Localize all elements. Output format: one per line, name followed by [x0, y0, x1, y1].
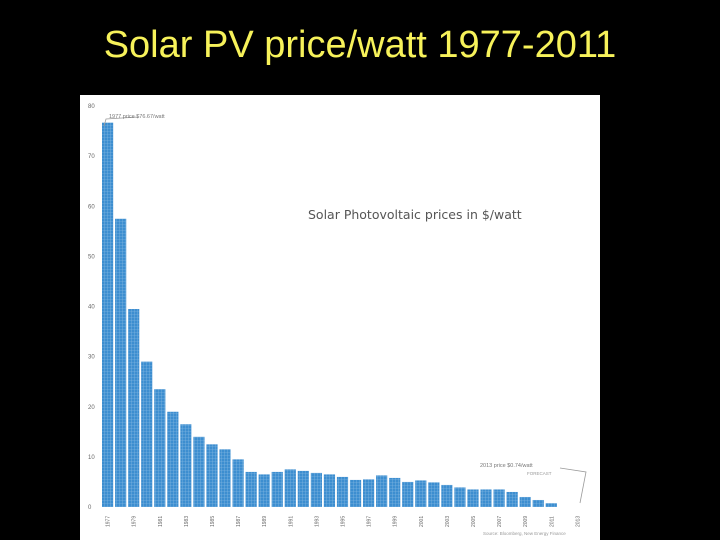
y-tick-label: 70	[88, 154, 95, 160]
source-note: Source: Bloomberg, New Energy Finance	[483, 531, 566, 536]
y-tick-label: 50	[88, 254, 95, 260]
x-tick-label: 1995	[341, 516, 347, 527]
y-axis: 0 10 20 30 40 50 60 70 80	[88, 104, 95, 511]
price-bar-cell-texture	[323, 474, 336, 507]
price-bar-cell-texture	[271, 471, 283, 507]
price-bar-cell-texture	[115, 218, 127, 507]
price-bar-cell-texture	[219, 449, 231, 507]
price-bar-cell-texture	[128, 309, 140, 507]
price-bar-cell-texture	[545, 503, 557, 507]
x-tick-label: 2003	[445, 516, 451, 527]
price-bar-cell-texture	[310, 472, 322, 507]
x-tick-label: 1985	[210, 516, 216, 527]
price-bar-cell-texture	[493, 489, 505, 507]
price-bar-cell-texture	[193, 436, 205, 507]
price-bar-cell-texture	[232, 459, 244, 507]
chart-title: Solar Photovoltaic prices in $/watt	[308, 207, 522, 222]
price-bar-cell-texture	[349, 479, 362, 507]
x-tick-label: 2005	[471, 516, 477, 527]
x-tick-label: 2007	[497, 516, 503, 527]
price-bar-cell-texture	[376, 475, 388, 507]
x-tick-label: 1993	[314, 516, 320, 527]
x-tick-label: 2011	[549, 516, 555, 527]
price-bar-cell-texture	[467, 489, 479, 507]
x-tick-label: 1977	[106, 516, 112, 527]
price-bar-cell-texture	[336, 476, 349, 507]
x-tick-label: 1991	[288, 516, 294, 527]
x-tick-label: 2009	[523, 516, 529, 527]
x-tick-label: 1983	[184, 516, 190, 527]
price-bar-cell-texture	[180, 424, 192, 507]
end-annotation-leader	[559, 467, 587, 504]
price-bar-cell-texture	[154, 389, 166, 507]
chart-panel: 0 10 20 30 40 50 60 70 80 1977 1979 1981 1983 1985 19…	[80, 95, 600, 540]
y-tick-label: 80	[88, 104, 95, 110]
price-bar-cell-texture	[245, 471, 257, 507]
price-bar-cell-texture	[506, 491, 518, 507]
price-bar-cell-texture	[141, 361, 153, 507]
x-tick-label: 2001	[419, 516, 425, 527]
title-bar: Solar PV price/watt 1977-2011	[0, 0, 720, 95]
price-bar-cell-texture	[102, 122, 114, 508]
x-tick-label: 1979	[132, 516, 138, 527]
x-tick-label: 1989	[262, 516, 268, 527]
y-tick-label: 20	[88, 405, 95, 411]
y-tick-label: 60	[88, 204, 95, 210]
price-bar-cell-texture	[389, 477, 401, 507]
x-tick-label: 2013	[575, 516, 581, 527]
price-bar-cell-texture	[415, 480, 427, 507]
forecast-label: FORECAST	[527, 471, 552, 476]
y-tick-label: 10	[88, 455, 95, 461]
price-bar-cell-texture	[167, 411, 179, 507]
price-bar-cell-texture	[297, 470, 309, 507]
price-bar-cell-texture	[284, 469, 296, 507]
bars-group	[102, 122, 557, 508]
end-price-annotation: 2013 price $0.74/watt	[480, 463, 533, 469]
price-bar-cell-texture	[519, 496, 531, 507]
x-tick-label: 1997	[367, 516, 373, 527]
price-bar-cell-texture	[532, 499, 544, 507]
price-bar-cell-texture	[454, 487, 466, 507]
price-bar-cell-texture	[441, 484, 453, 507]
x-tick-label: 1987	[236, 516, 242, 527]
price-bar-cell-texture	[480, 489, 492, 507]
x-axis: 1977 1979 1981 1983 1985 1987 1989 1991 1993 1995…	[106, 516, 582, 527]
price-bar-cell-texture	[258, 474, 270, 507]
price-bar-cell-texture	[363, 479, 375, 507]
x-tick-label: 1981	[158, 516, 164, 527]
price-bar-cell-texture	[206, 444, 218, 507]
x-tick-label: 1999	[393, 516, 399, 527]
y-tick-label: 0	[88, 505, 92, 511]
price-bar-cell-texture	[402, 481, 414, 507]
y-tick-label: 40	[88, 305, 95, 311]
start-annotation-leader	[103, 116, 139, 127]
start-price-annotation: 1977 price $76.67/watt	[109, 114, 165, 120]
price-bar-cell-texture	[428, 482, 440, 507]
y-tick-label: 30	[88, 355, 95, 361]
slide-title: Solar PV price/watt 1977-2011	[103, 24, 617, 66]
